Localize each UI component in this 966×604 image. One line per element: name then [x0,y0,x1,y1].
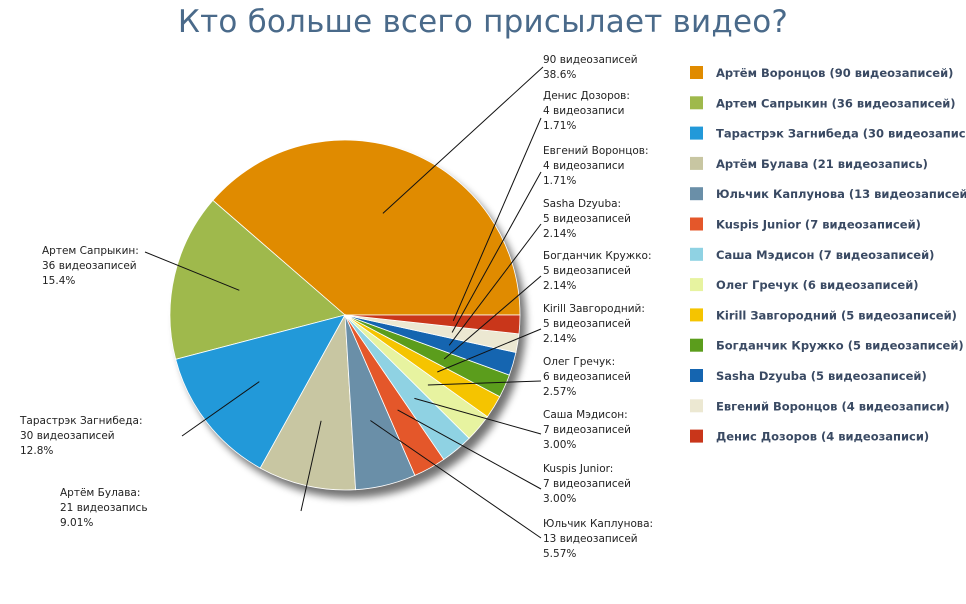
slice-label: 1.71% [543,175,576,187]
leader-line [397,409,542,490]
legend-swatch [690,429,703,443]
legend-entry: Евгений Воронцов (4 видеозаписи) [716,399,950,413]
slice-label: Саша Мэдисон: [543,409,628,421]
slice-label: 13 видеозаписей [543,533,638,545]
slice-label: 90 видеозаписей [543,54,638,66]
leader-line [437,328,542,373]
slice-label: 2.57% [543,386,576,398]
legend-entry: Kirill Завгородний (5 видеозаписей) [716,308,957,322]
legend-entry: Юльчик Каплунова (13 видеозаписей) [716,187,966,201]
slice-label: 12.8% [20,445,53,457]
legend-entry: Kuspis Junior (7 видеозаписей) [716,218,921,232]
leader-line [443,275,542,360]
legend-entry: Артём Воронцов (90 видеозаписей) [716,66,953,80]
slice-label: Sasha Dzyuba: [543,198,621,210]
legend-entry: Артем Сапрыкин (36 видеозаписей) [716,96,956,110]
leader-line [448,223,542,346]
slice-label: 2.14% [543,280,576,292]
pie-slice [344,314,521,335]
slice-label: 30 видеозаписей [20,430,115,442]
leader-lines [144,66,544,539]
slice-label: Артём Булава: [60,487,140,499]
slice-label: 4 видеозаписи [543,160,624,172]
legend-swatch [690,126,703,140]
slice-label: Kuspis Junior: [543,463,613,475]
slice-label: 5 видеозаписей [543,213,631,225]
legend-entry: Артём Булава (21 видеозапись) [716,157,928,171]
pie-slices [169,139,521,491]
legend-swatch [690,187,703,201]
legend-entry: Олег Гречук (6 видеозаписей) [716,278,919,292]
legend-swatch [690,217,703,231]
legend-entry: Sasha Dzyuba (5 видеозаписей) [716,369,927,383]
pie-slice [169,199,346,360]
leader-line [181,381,260,437]
leader-line [451,171,542,333]
slice-label: Денис Дозоров: [543,90,630,102]
leader-line [370,420,542,539]
chart-title: Кто больше всего присылает видео? [177,4,789,40]
slice-label: 21 видеозапись [60,502,148,514]
leader-line [382,66,544,214]
legend-swatch [690,66,703,79]
slice-label: Юльчик Каплунова: [543,518,653,530]
leader-line [452,117,542,321]
slice-label: Богданчик Кружко: [543,250,652,262]
legend-entry: Тарастрэк Загнибеда (30 видеозаписей) [716,127,966,141]
slice-label: 2.14% [543,228,576,240]
slice-label: 15.4% [42,275,75,287]
legend-swatch [690,156,703,170]
leader-line [414,397,542,435]
slice-label: 36 видеозаписей [42,260,137,272]
slice-label: 5.57% [543,548,576,560]
slice-label: 1.71% [543,120,576,132]
slice-label: 6 видеозаписей [543,371,631,383]
legend-swatch [690,278,703,292]
slice-label: Артем Сапрыкин: [42,245,139,257]
legend-swatch [690,308,703,322]
pie-slice [175,314,346,469]
slice-labels: 90 видеозаписей 38.6% Артем Сапрыкин: 36 ви… [19,54,653,560]
slice-label: Олег Гречук: [543,356,615,368]
leader-line [427,380,542,386]
legend: Артём Воронцов (90 видеозаписей) Артем Са… [690,66,966,444]
legend-entry: Денис Дозоров (4 видеозаписи) [716,430,929,444]
slice-label: 9.01% [60,517,93,529]
slice-label: 7 видеозаписей [543,478,631,490]
leader-line [144,251,240,291]
legend-entry: Саша Мэдисон (7 видеозаписей) [716,248,934,262]
slice-label: Евгений Воронцов: [543,145,649,157]
legend-swatch [690,96,703,110]
slice-label: 7 видеозаписей [543,424,631,436]
slice-label: 5 видеозаписей [543,265,631,277]
legend-swatch [690,369,703,382]
slice-label: Kirill Завгородний: [543,303,645,315]
leader-line [300,420,322,512]
legend-swatch [690,399,703,413]
legend-entry: Богданчик Кружко (5 видеозаписей) [716,339,964,353]
slice-label: 5 видеозаписей [543,318,631,330]
slice-label: 2.14% [543,333,576,345]
legend-swatch [690,247,703,261]
slice-label: Тарастрэк Загнибеда: [19,415,142,427]
slice-label: 3.00% [543,493,576,505]
slice-label: 4 видеозаписи [543,105,624,117]
slice-label: 38.6% [543,69,576,81]
legend-swatch [690,338,703,352]
pie-slice [212,139,521,316]
slice-label: 3.00% [543,439,576,451]
